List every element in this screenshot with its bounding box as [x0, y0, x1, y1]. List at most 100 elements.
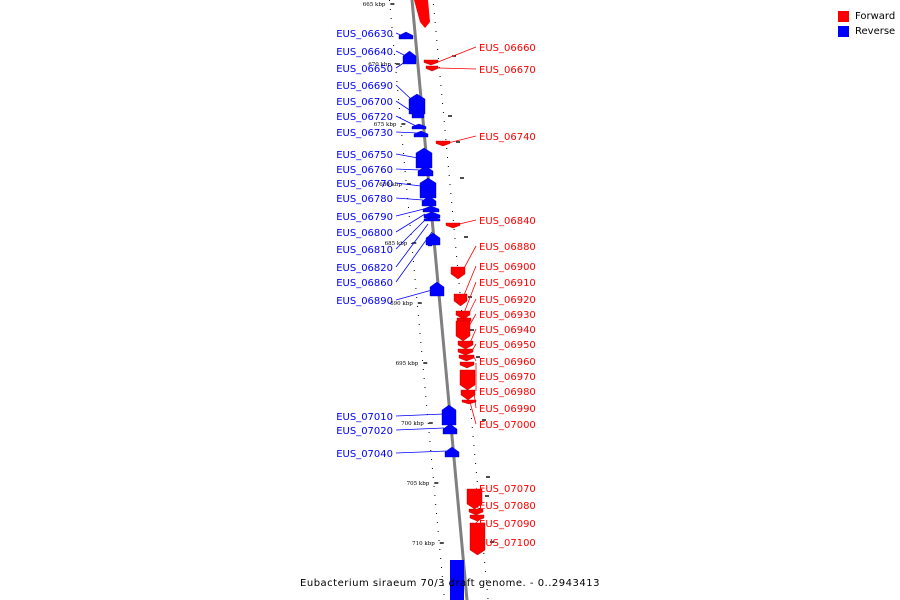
track-dot: [398, 108, 400, 109]
forward-gene-label: EUS_06740: [479, 132, 536, 143]
track-dot: [447, 166, 449, 167]
forward-gene-feature: [450, 266, 466, 280]
track-dot: [426, 405, 428, 406]
track-dot: [437, 531, 439, 532]
forward-leader-line: [447, 135, 477, 144]
track-dot: [442, 112, 444, 113]
track-dot: [389, 9, 391, 10]
reverse-gene-feature: [422, 205, 440, 213]
reverse-gene-label: EUS_06640: [336, 47, 393, 58]
forward-gene-label: EUS_06940: [479, 325, 536, 336]
reverse-gene-feature: [441, 404, 457, 426]
gene-labels: EUS_06630 EUS_06640 EUS_06650 EUS_06690 EUS_…: [336, 29, 536, 549]
track-dot: [427, 423, 429, 424]
track-dot: [484, 571, 486, 572]
legend-forward-label: Forward: [855, 11, 896, 22]
reverse-swatch: [838, 26, 849, 37]
track-dot: [447, 157, 449, 158]
reverse-gene-label: EUS_06630: [336, 29, 393, 40]
scale-ticks: 665 kbp 670 kbp 675 kbp 680 kbp 685 kbp 690 k…: [363, 2, 494, 547]
scale-tick-label: 705 kbp: [407, 481, 430, 487]
forward-leader-line: [475, 504, 481, 512]
track-dot: [435, 504, 437, 505]
track-dot: [440, 85, 442, 86]
reverse-leader-line: [395, 50, 407, 57]
reverse-gene-feature: [429, 281, 445, 297]
forward-leader-line: [469, 328, 477, 344]
scale-tick-label: 700 kbp: [401, 421, 424, 427]
legend-reverse-label: Reverse: [855, 26, 896, 37]
track-dot: [439, 76, 441, 77]
track-dot: [400, 126, 402, 127]
track-dot: [392, 36, 394, 37]
reverse-leader-line: [395, 218, 427, 250]
track-dot: [437, 49, 439, 50]
reverse-leader-line: [395, 289, 433, 301]
reverse-gene-feature: [413, 130, 429, 138]
forward-gene-feature: [466, 488, 483, 510]
track-dot: [441, 94, 443, 95]
scale-tick-label: 665 kbp: [363, 2, 386, 8]
track-dot: [409, 225, 411, 226]
forward-gene-feature: [455, 320, 471, 342]
forward-leader-line: [465, 298, 477, 320]
reverse-gene-label: EUS_06720: [336, 112, 393, 123]
track-dot: [433, 13, 435, 14]
forward-leader-line: [463, 281, 477, 314]
track-dot: [434, 22, 436, 23]
reverse-leader-line: [395, 59, 409, 69]
reverse-gene-label: EUS_06650: [336, 64, 393, 75]
track-dot: [424, 387, 426, 388]
forward-gene-label: EUS_07080: [479, 501, 536, 512]
track-dot: [456, 265, 458, 266]
reverse-gene-feature: [444, 446, 460, 458]
forward-gene-feature: [460, 389, 476, 401]
track-dot: [413, 270, 415, 271]
track-dot: [390, 18, 392, 19]
track-dot: [476, 481, 478, 482]
track-dot: [411, 243, 413, 244]
reverse-gene-label: EUS_06820: [336, 263, 393, 274]
track-dot: [403, 153, 405, 154]
forward-gene-label: EUS_06840: [479, 216, 536, 227]
track-dot: [429, 441, 431, 442]
forward-gene-feature: [457, 348, 474, 356]
legend-reverse: Reverse: [838, 24, 895, 39]
track-dot: [450, 193, 452, 194]
forward-gene-feature: [453, 293, 468, 307]
track-dot: [431, 468, 433, 469]
track-dot: [445, 139, 447, 140]
track-dot: [430, 450, 432, 451]
track-dot: [398, 99, 400, 100]
track-dot: [458, 283, 460, 284]
track-dot: [404, 171, 406, 172]
forward-gene-feature: [461, 399, 477, 405]
forward-leader-line: [473, 356, 477, 362]
forward-gene-label: EUS_06880: [479, 242, 536, 253]
track-dot: [455, 247, 457, 248]
forward-leader-line: [461, 265, 477, 301]
track-dot: [449, 184, 451, 185]
forward-gene-label: EUS_06970: [479, 372, 536, 383]
reverse-gene-feature: [415, 147, 433, 169]
track-dot: [438, 540, 440, 541]
forward-leader-line: [437, 46, 477, 63]
reverse-gene-label: EUS_06800: [336, 228, 393, 239]
track-dot: [408, 216, 410, 217]
scale-tick-label: 685 kbp: [385, 241, 408, 247]
reverse-gene-label: EUS_06810: [336, 245, 393, 256]
legend-forward: Forward: [838, 9, 895, 24]
track-dot: [474, 454, 476, 455]
track-dot: [423, 378, 425, 379]
track-dot: [456, 256, 458, 257]
track-dot: [439, 549, 441, 550]
track-dot: [393, 45, 395, 46]
track-dot: [389, 0, 390, 1]
track-dot: [402, 144, 404, 145]
track-dot: [436, 513, 438, 514]
forward-gene-label: EUS_06670: [479, 65, 536, 76]
scale-tick-label: 710 kbp: [412, 541, 435, 547]
track-dot: [428, 432, 430, 433]
forward-leader-line: [469, 401, 477, 425]
